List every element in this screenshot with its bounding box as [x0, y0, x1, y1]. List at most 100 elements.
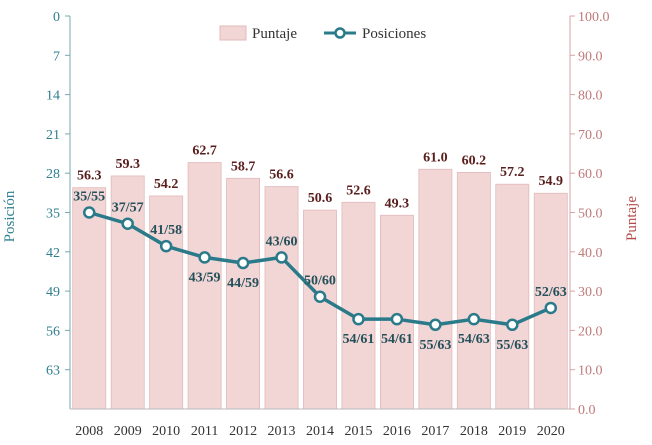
bar-value-label: 62.7	[192, 144, 217, 159]
position-label: 43/60	[266, 234, 298, 249]
left-axis-title: Posición	[2, 190, 18, 242]
position-marker-2016	[390, 312, 404, 326]
bar-2010	[149, 195, 184, 410]
right-tick-label: 50.0	[578, 207, 603, 222]
position-label: 54/61	[343, 332, 375, 347]
legend-label-posiciones: Posiciones	[362, 26, 426, 42]
x-tick-label: 2013	[268, 424, 296, 439]
bar-2018	[456, 172, 491, 410]
bar-value-label: 57.2	[500, 165, 525, 180]
position-marker-2012	[236, 256, 250, 270]
right-tick-label: 100.0	[578, 10, 610, 25]
x-tick-label: 2010	[152, 424, 180, 439]
x-tick-label: 2015	[344, 424, 372, 439]
left-tick-label: 35	[46, 207, 60, 222]
legend: Puntaje Posiciones	[219, 25, 426, 42]
bar-value-label: 49.3	[385, 196, 410, 211]
position-label: 41/58	[150, 223, 182, 238]
position-label: 55/63	[496, 338, 528, 353]
bar-2016	[379, 214, 414, 410]
x-axis-ticks: 2008 2009 2010 2011 2012 2013 2014 2015 2016 2017…	[75, 424, 565, 439]
left-tick-label: 42	[46, 246, 60, 261]
left-tick-label: 14	[46, 89, 60, 104]
left-tick-label: 28	[46, 167, 60, 182]
position-marker-2018	[467, 312, 481, 326]
x-tick-label: 2008	[75, 424, 103, 439]
bar-2015	[341, 201, 376, 410]
position-marker-2015	[352, 312, 365, 326]
bar-2012	[226, 177, 261, 410]
bar-value-label: 56.3	[77, 169, 102, 184]
x-tick-label: 2012	[229, 424, 257, 439]
bar-2011	[187, 162, 222, 410]
right-tick-label: 30.0	[578, 285, 603, 300]
position-label: 37/57	[112, 201, 144, 216]
position-label: 55/63	[419, 338, 451, 353]
bar-2014	[303, 209, 337, 410]
position-marker-2019	[506, 318, 519, 332]
left-axis-ticks: 0 7 14 21 28 35 42 49 56 63	[46, 10, 70, 379]
legend-swatch-posiciones-marker	[334, 27, 346, 39]
legend-swatch-puntaje	[219, 25, 247, 41]
x-tick-label: 2014	[306, 424, 334, 439]
bars-layer	[72, 162, 568, 410]
position-marker-2014	[313, 290, 327, 303]
x-tick-label: 2011	[191, 424, 218, 439]
position-label: 54/61	[381, 332, 413, 347]
right-tick-label: 0.0	[578, 403, 596, 418]
bar-2008	[72, 187, 107, 410]
x-tick-label: 2016	[383, 424, 411, 439]
left-tick-label: 56	[46, 324, 60, 339]
bar-value-label: 54.2	[154, 177, 179, 192]
left-tick-label: 49	[46, 285, 60, 300]
position-label: 54/63	[458, 332, 490, 347]
left-tick-label: 7	[53, 49, 60, 64]
bar-value-labels: 56.3 59.3 54.2 62.7 58.7 56.6 50.6 52.6 49.3 61.0…	[77, 144, 563, 212]
right-tick-label: 40.0	[578, 246, 603, 261]
position-marker-2013	[275, 251, 288, 264]
bar-2017	[418, 168, 453, 410]
right-tick-label: 70.0	[578, 128, 603, 143]
position-label: 50/60	[304, 274, 336, 289]
right-axis-title: Puntaje	[624, 196, 640, 241]
bar-2013	[264, 186, 299, 410]
bar-value-label: 60.2	[462, 153, 487, 168]
x-tick-label: 2020	[537, 424, 565, 439]
left-tick-label: 0	[53, 10, 60, 25]
position-label: 43/59	[189, 270, 221, 285]
right-tick-label: 20.0	[578, 324, 603, 339]
position-marker-2017	[429, 318, 442, 332]
right-axis-ticks: 0.0 10.0 20.0 30.0 40.0 50.0 60.0 70.0 80.0 90.0 1…	[570, 10, 610, 418]
right-tick-label: 60.0	[578, 167, 603, 182]
position-marker-2010	[159, 239, 173, 253]
right-tick-label: 10.0	[578, 364, 603, 379]
bar-value-label: 58.7	[231, 159, 256, 174]
bar-value-label: 50.6	[308, 191, 333, 206]
right-tick-label: 90.0	[578, 49, 603, 64]
bar-value-label: 56.6	[269, 168, 294, 183]
left-tick-label: 63	[46, 364, 60, 379]
bar-2009	[110, 175, 145, 410]
bar-value-label: 54.9	[539, 174, 564, 189]
position-label: 44/59	[227, 276, 259, 291]
bar-value-label: 52.6	[346, 183, 371, 198]
x-tick-label: 2018	[460, 424, 488, 439]
x-tick-label: 2009	[114, 424, 142, 439]
position-marker-2009	[121, 217, 134, 230]
right-tick-label: 80.0	[578, 89, 603, 104]
x-tick-label: 2019	[498, 424, 526, 439]
bar-2020	[533, 192, 568, 410]
position-marker-2011	[198, 251, 211, 264]
position-marker-2008	[82, 206, 96, 219]
bar-2019	[495, 183, 530, 410]
position-marker-2020	[544, 301, 558, 315]
positions-line-layer	[82, 206, 558, 332]
left-tick-label: 21	[46, 128, 60, 143]
position-labels: 35/55 37/57 41/58 43/59 44/59 43/60 50/60 54/61…	[73, 190, 566, 353]
position-label: 52/63	[535, 285, 567, 300]
bar-value-label: 59.3	[115, 157, 140, 172]
legend-label-puntaje: Puntaje	[252, 26, 297, 42]
position-label: 35/55	[73, 190, 105, 205]
x-tick-label: 2017	[421, 424, 449, 439]
